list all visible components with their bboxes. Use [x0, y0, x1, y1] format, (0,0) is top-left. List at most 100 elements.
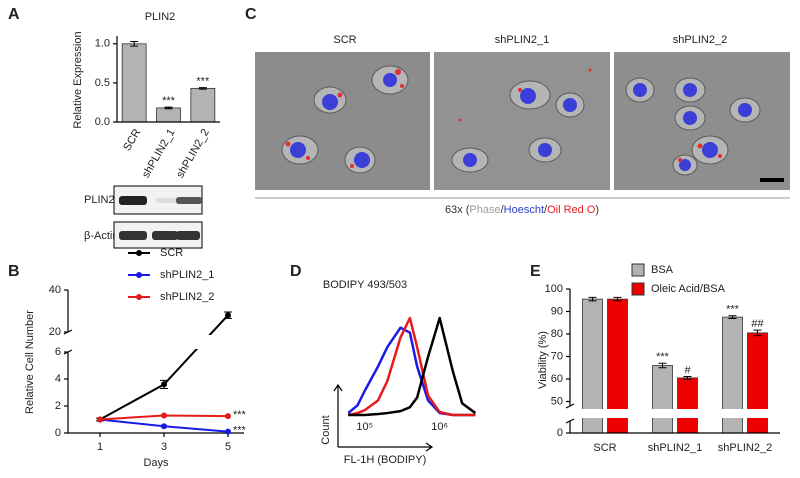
x-tick-label: SCR [593, 442, 616, 454]
histogram-curve [347, 316, 476, 417]
caption-part: ) [595, 204, 599, 216]
histogram-curve [348, 316, 477, 417]
y-tick-label: 50 [551, 395, 563, 407]
significance: *** [233, 409, 247, 421]
y-axis-label: Viability (%) [537, 331, 549, 389]
point [161, 412, 167, 419]
y-tick-label: 2 [55, 400, 61, 412]
caption-part: Oil Red O [547, 204, 596, 216]
x-tick-label: 1 [97, 441, 103, 453]
error-bar [160, 379, 168, 389]
y-tick-label: 20 [49, 326, 61, 338]
x-axis-label: FL-1H (BODIPY) [344, 454, 427, 466]
caption-part: / [501, 204, 505, 216]
break-gap [572, 409, 782, 418]
y-tick-label: 60 [551, 373, 563, 385]
panel-label: A [8, 6, 20, 23]
legend-label: SCR [160, 247, 183, 259]
bar [121, 43, 147, 123]
panel-label: C [245, 6, 257, 23]
error-bar [753, 329, 762, 337]
error-bar [130, 40, 139, 47]
caption: 63x (Phase/Hoescht/Oil Red O) [445, 204, 599, 216]
condition-label: shPLIN2_1 [495, 34, 549, 46]
band [119, 231, 147, 240]
y-tick-label: 0 [55, 427, 61, 439]
error-bar [224, 311, 232, 319]
y-tick-label: 1.0 [95, 38, 110, 50]
y-axis-label: Count [320, 415, 332, 444]
break-gap [70, 335, 246, 349]
point [225, 428, 231, 435]
condition-label: SCR [333, 34, 356, 46]
significance: *** [162, 95, 176, 107]
y-tick-label: 4 [55, 373, 61, 385]
panel-label: B [8, 263, 20, 280]
y-tick-label: 0.5 [95, 77, 110, 89]
point [97, 416, 103, 423]
significance: *** [656, 351, 670, 363]
panel-label: D [290, 263, 302, 280]
caption-part: Phase [469, 204, 500, 216]
axis-break [565, 418, 575, 424]
y-tick-label: 40 [49, 284, 61, 296]
legend-label: shPLIN2_1 [160, 269, 214, 281]
microscopy: SCR shPLIN2_1 shPLIN2_2 63x (Phase/Hoesc… [255, 34, 790, 216]
chart-title: PLIN2 [145, 11, 176, 23]
point [161, 423, 167, 430]
x-tick-label: shPLIN2_2 [718, 442, 772, 454]
blot: PLIN2 β-Actin [84, 185, 203, 249]
legend-label: BSA [651, 264, 674, 276]
x-tick-label: 5 [225, 441, 231, 453]
error-bar [613, 296, 622, 302]
y-tick-label: 100 [545, 283, 563, 295]
caption-part: Hoescht [504, 204, 544, 216]
y-tick-label: 0.0 [95, 116, 110, 128]
y-tick-label: 80 [551, 328, 563, 340]
bar [156, 107, 181, 123]
significance: *** [196, 76, 210, 88]
error-bar [198, 87, 207, 90]
band [156, 198, 178, 203]
significance: ## [751, 318, 764, 330]
band [152, 231, 178, 240]
bar [190, 87, 216, 123]
x-tick-label: shPLIN2_2 [174, 127, 212, 180]
legend-swatch [631, 263, 645, 277]
scale-bar [760, 178, 784, 182]
axis-break [565, 403, 575, 409]
point [225, 413, 231, 420]
x-axis-arrow [338, 442, 434, 452]
lipid-droplets [285, 68, 722, 168]
caption-part: / [544, 204, 548, 216]
y-tick-label: 6 [55, 346, 61, 358]
x-tick-label: 10⁶ [431, 421, 448, 433]
legend-marker [136, 272, 142, 278]
error-bar [683, 376, 692, 380]
legend-marker [136, 250, 142, 256]
line [99, 314, 229, 421]
error-bar [728, 315, 737, 319]
error-bar [588, 296, 597, 302]
bar [677, 377, 698, 434]
condition-label: shPLIN2_2 [673, 34, 727, 46]
x-tick-label: 3 [161, 441, 167, 453]
x-tick-label: 10⁵ [356, 421, 373, 433]
x-tick-label: shPLIN2_1 [648, 442, 702, 454]
x-tick-label: shPLIN2_1 [140, 127, 178, 180]
y-tick-label: 90 [551, 305, 563, 317]
legend-marker [136, 294, 142, 300]
y-tick-label: 0 [557, 427, 563, 439]
caption-part: 63x ( [445, 204, 470, 216]
band [176, 231, 200, 240]
panel-label: E [530, 263, 541, 280]
x-axis-label: Days [143, 457, 169, 469]
legend-label: Oleic Acid/BSA [651, 283, 726, 295]
band [119, 196, 147, 205]
y-axis-label: Relative Cell Number [24, 310, 36, 414]
nuclei [290, 73, 752, 171]
y-axis-arrow [333, 383, 343, 447]
band [176, 197, 202, 204]
error-bar [658, 362, 667, 369]
